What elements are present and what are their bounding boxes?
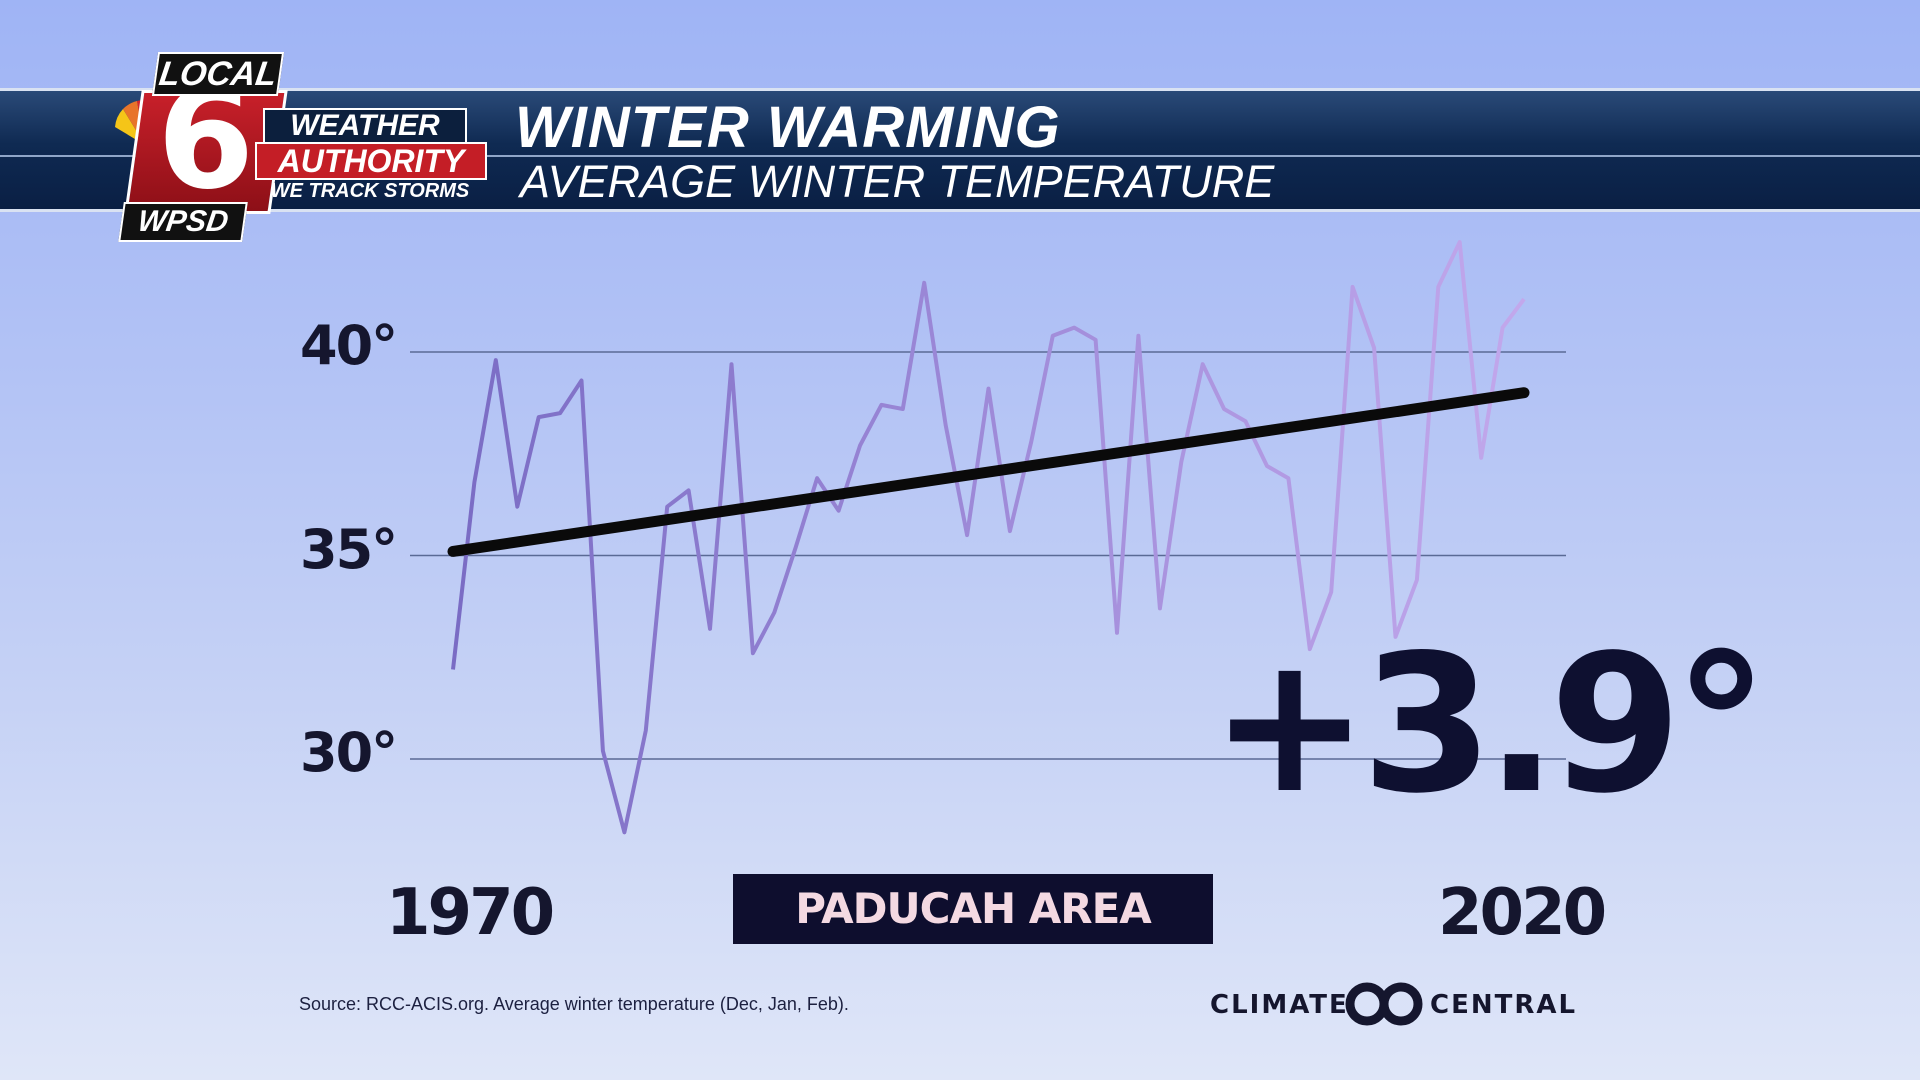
chart-title: WINTER WARMING [515,95,1061,160]
y-tick-label: 35° [300,517,398,581]
temperature-series-line [451,240,1526,835]
y-tick-label: 40° [300,314,398,377]
station-logo: 6 LOCAL WPSD WEATHER AUTHORITY WE TRACK … [105,52,495,242]
x-label-end: 2020 [1438,876,1607,950]
logo-authority: AUTHORITY [255,142,487,180]
logo-tagline: WE TRACK STORMS [270,180,470,202]
region-label: PADUCAH AREA [733,874,1213,944]
brand-left: CLIMATE [1210,990,1349,1020]
brand-right: CENTRAL [1430,990,1578,1020]
infinity-icon [1345,982,1423,1026]
source-note: Source: RCC-ACIS.org. Average winter tem… [299,994,849,1014]
x-label-start: 1970 [386,876,555,950]
y-tick-label: 30° [300,721,398,784]
temperature-change: +3.9° [1210,614,1769,835]
banner-divider [0,155,1920,157]
chart-subtitle: AVERAGE WINTER TEMPERATURE [520,156,1275,207]
trend-line [447,387,1530,557]
